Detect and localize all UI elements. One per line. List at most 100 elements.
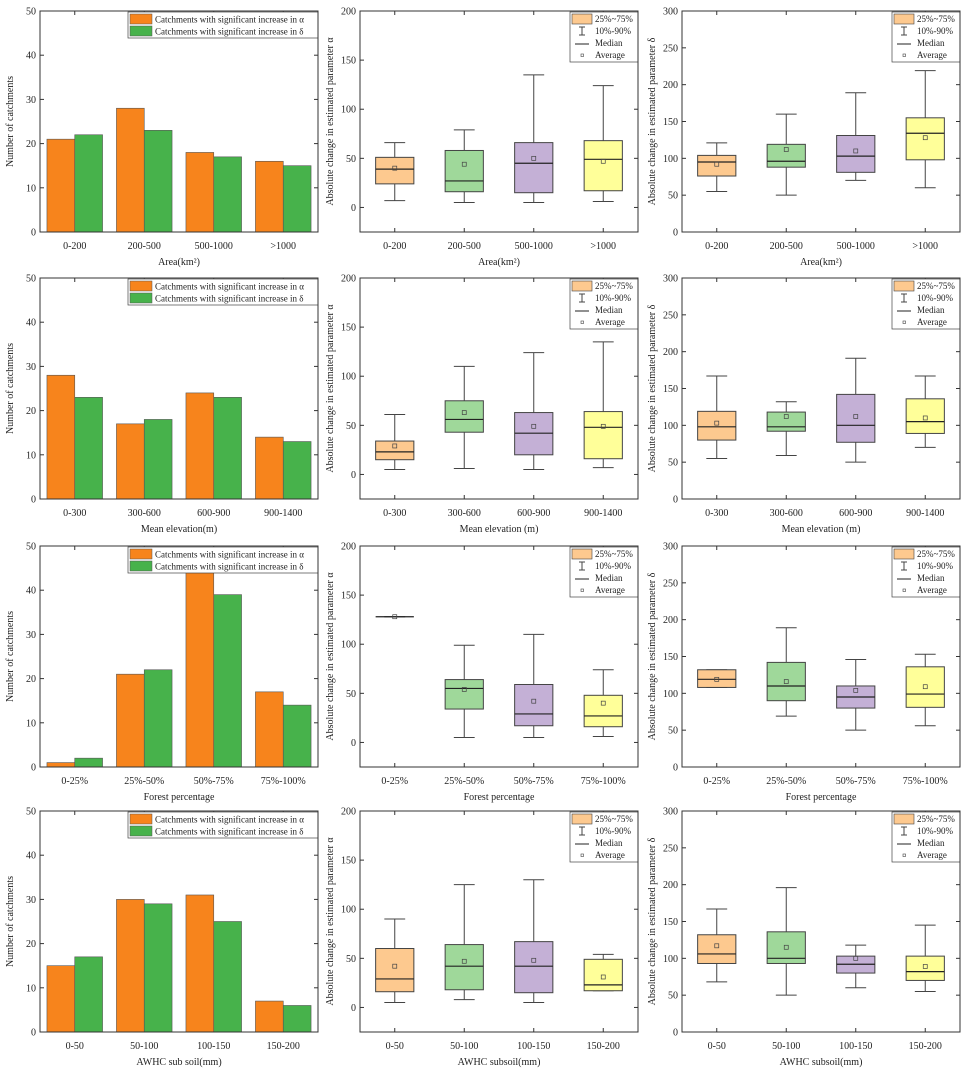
bar-delta [282, 704, 312, 768]
y-axis-label: Absolute change in estimated parameter α [325, 37, 336, 206]
bar-delta [143, 130, 173, 233]
y-tick-label: 20 [26, 406, 36, 417]
iqr-box [905, 117, 945, 161]
bar-alpha [46, 374, 76, 500]
legend-label: Average [917, 317, 947, 327]
y-tick-label: 200 [663, 80, 678, 91]
legend-swatch [129, 25, 153, 37]
x-axis-label: Mean elevation (m) [782, 524, 861, 535]
mean-marker [600, 974, 606, 980]
y-tick-label: 150 [663, 652, 678, 663]
y-tick-label: 40 [26, 51, 36, 62]
x-tick-label: 50%-75% [514, 776, 554, 787]
legend-mean-icon [902, 588, 906, 592]
iqr-box [375, 948, 415, 993]
legend-label: Median [917, 305, 945, 315]
x-tick-label: 900-1400 [906, 508, 944, 519]
y-tick-label: 200 [341, 274, 356, 285]
iqr-box [514, 683, 554, 727]
y-tick-label: 200 [341, 7, 356, 18]
x-tick-label: 500-1000 [195, 241, 233, 252]
y-axis-label: Number of catchments [5, 876, 16, 967]
x-tick-label: 150-200 [267, 1041, 300, 1052]
y-axis-label: Absolute change in estimated parameter α [325, 572, 336, 741]
bar-delta [74, 956, 103, 1033]
iqr-box [375, 156, 415, 185]
legend-label: 25%~75% [595, 549, 633, 559]
chart-svg: 0 50 100 150 200 250 300 0-300 300-600 600-900 900… [647, 274, 961, 535]
y-tick-label: 50 [26, 7, 36, 18]
plot-frame [359, 810, 639, 1033]
x-tick-label: 200-500 [770, 241, 803, 252]
legend-swatch [571, 813, 593, 825]
plot-frame [39, 810, 319, 1033]
x-axis-label: Forest percentage [786, 792, 857, 803]
y-tick-label: 0 [673, 495, 678, 506]
y-tick-label: 0 [31, 228, 36, 239]
iqr-box [444, 149, 484, 193]
plot-frame [39, 10, 319, 233]
y-tick-label: 200 [663, 347, 678, 358]
legend-box [127, 546, 319, 574]
y-tick-label: 300 [663, 7, 678, 18]
legend-mean-icon [580, 588, 584, 592]
iqr-box [697, 410, 737, 441]
y-axis-label: Number of catchments [5, 611, 16, 702]
mean-marker [600, 423, 606, 429]
chart-svg: 0 10 20 30 40 50 0-50 50-100 100-150 150-200 AWHC … [5, 807, 319, 1068]
x-tick-label: 75%-100% [261, 776, 306, 787]
mean-marker [531, 957, 537, 963]
x-tick-label: >1000 [590, 241, 616, 252]
iqr-box [375, 440, 415, 461]
mean-marker [392, 443, 398, 449]
y-tick-label: 150 [663, 117, 678, 128]
bar-alpha [255, 436, 284, 500]
mean-marker [853, 955, 859, 961]
legend-label: Catchments with significant increase in … [155, 827, 303, 837]
y-tick-label: 0 [31, 763, 36, 774]
x-tick-label: 900-1400 [584, 508, 622, 519]
y-axis-label: Number of catchments [5, 343, 16, 434]
bar-delta [143, 419, 173, 500]
legend-label: Median [917, 838, 945, 848]
chart-svg: 0 50 100 150 200 250 300 0-25% 25%-50% 50%-75% 75%… [647, 542, 961, 803]
legend-label: Median [595, 838, 623, 848]
y-tick-label: 40 [26, 318, 36, 329]
y-tick-label: 150 [341, 591, 356, 602]
x-tick-label: 150-200 [587, 1041, 620, 1052]
plot-frame [681, 545, 961, 768]
x-axis-label: AWHC subsoil(mm) [780, 1057, 863, 1068]
y-axis-label: Absolute change in estimated parameter δ [647, 37, 658, 205]
iqr-box [444, 944, 484, 991]
plot-frame [359, 545, 639, 768]
y-tick-label: 250 [663, 43, 678, 54]
iqr-box [766, 411, 806, 432]
y-tick-label: 300 [663, 807, 678, 818]
chart-svg: 0 50 100 150 200 0-300 300-600 600-900 900-1400 M… [325, 274, 639, 535]
mean-marker [783, 414, 789, 419]
y-tick-label: 300 [663, 274, 678, 285]
y-tick-label: 200 [663, 615, 678, 626]
bar-alpha [185, 894, 215, 1033]
y-tick-label: 40 [26, 586, 36, 597]
bar-alpha [185, 392, 215, 500]
bar-alpha [185, 572, 215, 768]
x-tick-label: 50%-75% [194, 776, 234, 787]
y-tick-label: 50 [26, 807, 36, 818]
y-tick-label: 100 [663, 421, 678, 432]
legend-label: 10%-90% [595, 26, 631, 36]
legend-swatch [571, 13, 593, 25]
legend-label: 10%-90% [917, 561, 953, 571]
x-tick-label: 500-1000 [515, 241, 553, 252]
plot-frame [39, 277, 319, 500]
chart-svg: 0 10 20 30 40 50 0-200 200-500 500-1000 >1000 Area… [5, 7, 319, 268]
x-tick-label: 100-150 [839, 1041, 872, 1052]
y-axis-label: Absolute change in estimated parameter δ [647, 304, 658, 472]
iqr-box [444, 679, 484, 710]
y-tick-label: 150 [663, 917, 678, 928]
x-tick-label: 200-500 [128, 241, 161, 252]
legend-label: 10%-90% [917, 826, 953, 836]
bar-delta [74, 757, 103, 768]
bar-delta [282, 165, 312, 233]
y-tick-label: 10 [26, 718, 36, 729]
